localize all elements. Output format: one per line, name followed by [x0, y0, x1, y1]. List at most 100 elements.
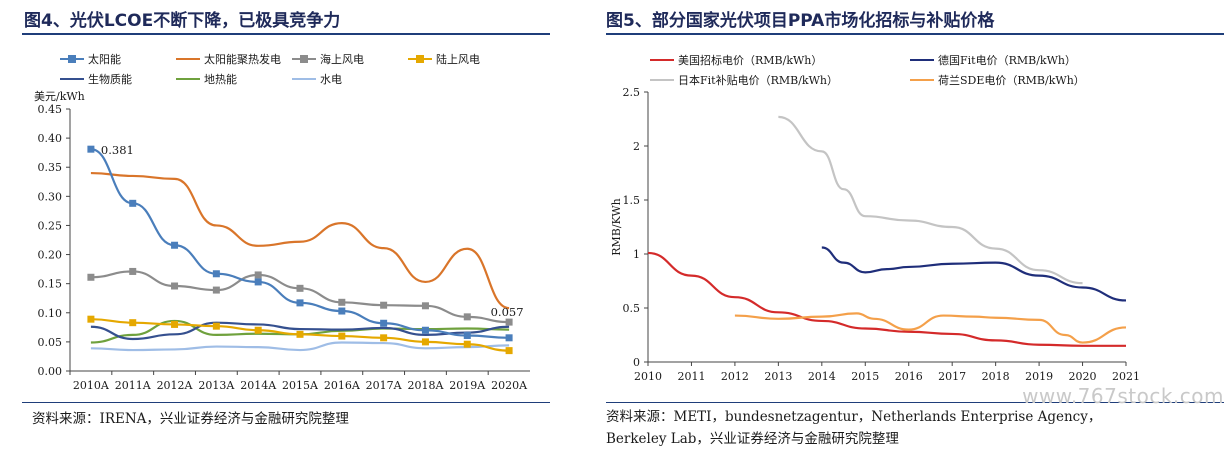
series-line-1 [821, 246, 1127, 302]
x-tick-label: 2011A [115, 379, 152, 392]
series-line-4 [90, 321, 510, 341]
data-point-s0-1 [129, 199, 137, 207]
data-point-s0-3 [212, 270, 220, 278]
right-source-line-1: 资料来源：METI，bundesnetzagentur，Netherlands … [606, 409, 1102, 425]
data-point-s3-4 [254, 326, 262, 334]
data-point-s0-4 [254, 278, 262, 286]
legend-label-1: 太阳能聚热发电 [204, 52, 281, 66]
y-tick-label: 0.10 [38, 307, 63, 320]
data-label-annotation: 0.057 [491, 305, 524, 319]
x-tick-label: 2018A [407, 379, 444, 392]
legend-label-2: 日本Fit补贴电价（RMB/kWh） [678, 73, 838, 87]
data-point-s3-7 [380, 334, 388, 342]
y-tick-label: 0.25 [38, 219, 63, 232]
x-tick-label: 2013A [198, 379, 235, 392]
right-figure-title: 图5、部分国家光伏项目PPA市场化招标与补贴价格 [606, 11, 995, 31]
right-title-rule [606, 33, 1224, 35]
data-point-s3-1 [129, 319, 137, 327]
data-point-s3-5 [296, 330, 304, 338]
series-line-2 [90, 270, 510, 324]
series-line-1 [90, 171, 510, 310]
right-source-line-2: Berkeley Lab，兴业证券经济与金融研究院整理 [606, 431, 899, 447]
y-tick-label: 0.20 [38, 249, 63, 262]
data-point-s2-3 [212, 286, 220, 294]
left-figure-title: 图4、光伏LCOE不断下降，已极具竞争力 [24, 11, 341, 31]
y-tick-label: 0.00 [38, 365, 63, 378]
data-point-s0-6 [338, 307, 346, 315]
y-tick-label: 0.5 [623, 302, 641, 315]
x-tick-label: 2013 [764, 370, 792, 383]
series-line-2 [778, 115, 1083, 285]
legend-label-0: 美国招标电价（RMB/kWh） [678, 53, 822, 67]
right-line-chart: 美国招标电价（RMB/kWh） 德国Fit电价（RMB/kWh） 日本Fit补贴电价… [610, 53, 1140, 383]
series-line-0 [90, 148, 510, 339]
x-tick-label: 2012A [157, 379, 194, 392]
legend-label-1: 德国Fit电价（RMB/kWh） [938, 53, 1076, 67]
data-point-s3-0 [87, 315, 95, 323]
data-point-s2-8 [421, 302, 429, 310]
right-chart-panel: 图5、部分国家光伏项目PPA市场化招标与补贴价格 美国招标电价（RMB/kWh）… [606, 0, 1230, 451]
data-point-s3-10 [505, 347, 513, 355]
x-tick-label: 2018 [982, 370, 1010, 383]
series-line-3 [734, 312, 1127, 344]
data-point-s2-0 [87, 273, 95, 281]
y-axis-label: 美元/kWh [34, 90, 85, 103]
legend-label-0: 太阳能 [88, 52, 121, 66]
left-source-text: 资料来源：IRENA，兴业证券经济与金融研究院整理 [32, 411, 349, 427]
series-line-0 [647, 251, 1126, 347]
x-tick-label: 2010A [73, 379, 110, 392]
legend-label-5: 地热能 [204, 72, 237, 86]
watermark-text: www.767stock.com [1022, 384, 1224, 408]
legend-label-6: 水电 [320, 73, 342, 86]
data-point-s2-10 [505, 318, 513, 326]
x-tick-label: 2020 [1069, 370, 1097, 383]
y-tick-label: 0.35 [38, 161, 63, 174]
x-tick-label: 2010 [634, 370, 662, 383]
data-point-s3-6 [338, 332, 346, 340]
y-tick-label: 0 [633, 356, 640, 369]
data-point-s3-2 [171, 320, 179, 328]
data-point-s2-6 [338, 298, 346, 306]
legend-label-3: 陆上风电 [436, 52, 480, 66]
y-tick-label: 2 [633, 140, 640, 153]
legend-label-4: 生物质能 [88, 72, 132, 86]
y-tick-label: 0.30 [38, 190, 63, 203]
x-tick-label: 2021 [1112, 370, 1140, 383]
data-point-s2-2 [171, 282, 179, 290]
y-tick-label: 1.5 [623, 194, 641, 207]
data-point-s0-10 [505, 334, 513, 342]
data-point-s2-9 [463, 313, 471, 321]
left-title-rule [22, 33, 550, 35]
y-tick-label: 0.05 [38, 336, 63, 349]
x-tick-label: 2016 [895, 370, 923, 383]
x-tick-label: 2014 [808, 370, 836, 383]
legend-label-2: 海上风电 [320, 52, 364, 66]
legend-swatch-marker-0 [68, 55, 76, 63]
x-tick-label: 2015 [851, 370, 879, 383]
data-label-annotation: 0.381 [101, 143, 134, 157]
x-tick-label: 2015A [282, 379, 319, 392]
x-tick-label: 2017 [938, 370, 966, 383]
data-point-s3-9 [463, 340, 471, 348]
legend-swatch-marker-3 [416, 55, 424, 63]
x-tick-label: 2012 [721, 370, 749, 383]
data-point-s2-7 [380, 301, 388, 309]
x-tick-label: 2014A [240, 379, 277, 392]
x-tick-label: 2019 [1025, 370, 1053, 383]
data-point-s2-5 [296, 284, 304, 292]
data-point-s2-1 [129, 267, 137, 275]
x-tick-label: 2011 [677, 370, 705, 383]
data-point-s0-5 [296, 299, 304, 307]
series-line-6 [90, 341, 510, 352]
data-point-s0-2 [171, 241, 179, 249]
x-tick-label: 2017A [366, 379, 403, 392]
legend-swatch-marker-2 [300, 55, 308, 63]
data-point-s0-0 [87, 145, 95, 153]
y-tick-label: 0.40 [38, 132, 63, 145]
legend-label-3: 荷兰SDE电价（RMB/kWh） [938, 74, 1085, 87]
data-point-s0-8 [421, 326, 429, 334]
y-tick-label: 2.5 [623, 86, 641, 99]
data-point-s0-7 [380, 319, 388, 327]
left-chart-panel: 图4、光伏LCOE不断下降，已极具竞争力 太阳能 太阳能聚热发电 海上风电 陆上风电生… [0, 0, 600, 451]
